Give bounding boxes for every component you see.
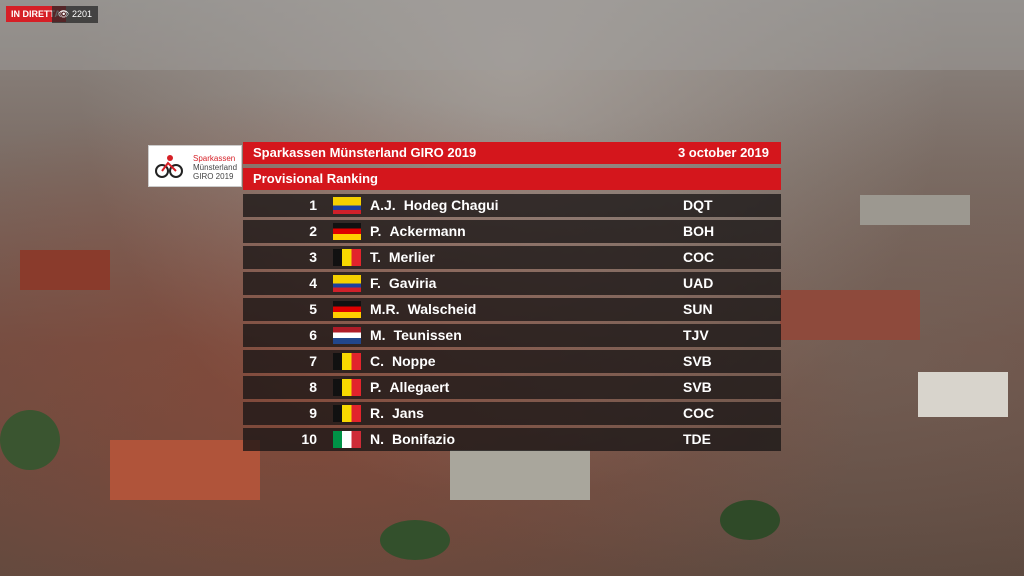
- tree: [380, 520, 450, 560]
- team-code: UAD: [683, 275, 714, 291]
- roof: [20, 250, 110, 290]
- rank: 4: [309, 275, 317, 291]
- logo-icon: [155, 155, 183, 178]
- flag: [333, 405, 361, 422]
- rider-surname: Teunissen: [393, 327, 462, 343]
- team-code: BOH: [683, 223, 715, 239]
- flag: [333, 327, 361, 344]
- live-badge: IN DIRETTA: [6, 6, 66, 22]
- rank: 3: [309, 249, 317, 265]
- rider-name: M.R. Walscheid: [370, 298, 476, 321]
- flag: [333, 431, 361, 448]
- rank: 10: [301, 431, 317, 447]
- rider-name: P. Allegaert: [370, 376, 449, 399]
- view-number: 2201: [71, 9, 92, 19]
- skyline: [0, 0, 1024, 70]
- rider-initials: P.: [370, 379, 382, 395]
- roof: [860, 195, 970, 225]
- race-logo: Sparkassen Münsterland GIRO 2019: [148, 145, 242, 187]
- rider-name: R. Jans: [370, 402, 424, 425]
- tree: [720, 500, 780, 540]
- subtitle-bar: Provisional Ranking: [243, 168, 781, 190]
- team-code: SVB: [683, 379, 712, 395]
- ranking-row: 8 P. Allegaert SVB: [243, 376, 781, 399]
- roof: [918, 372, 1008, 417]
- ranking-title: Provisional Ranking: [253, 171, 378, 186]
- rank: 2: [309, 223, 317, 239]
- team-code: SVB: [683, 353, 712, 369]
- rider-surname: Allegaert: [389, 379, 450, 395]
- rider-surname: Jans: [392, 405, 424, 421]
- flag: [333, 249, 361, 266]
- team-code: COC: [683, 405, 715, 421]
- ranking-row: 7 C. Noppe SVB: [243, 350, 781, 373]
- flag: [333, 197, 361, 214]
- rider-surname: Hodeg Chagui: [403, 197, 499, 213]
- ranking-row: 9 R. Jans COC: [243, 402, 781, 425]
- race-title: Sparkassen Münsterland GIRO 2019: [253, 145, 477, 160]
- rank: 8: [309, 379, 317, 395]
- rider-name: C. Noppe: [370, 350, 436, 373]
- rider-surname: Walscheid: [407, 301, 477, 317]
- rider-initials: R.: [370, 405, 384, 421]
- rider-name: P. Ackermann: [370, 220, 466, 243]
- rider-initials: M.R.: [370, 301, 400, 317]
- flag: [333, 223, 361, 240]
- rider-name: M. Teunissen: [370, 324, 462, 347]
- team-code: TJV: [683, 327, 709, 343]
- rank: 1: [309, 197, 317, 213]
- team-code: SUN: [683, 301, 713, 317]
- rider-surname: Ackermann: [389, 223, 466, 239]
- rider-surname: Gaviria: [388, 275, 437, 291]
- rider-name: F. Gaviria: [370, 272, 436, 295]
- team-code: DQT: [683, 197, 713, 213]
- rider-surname: Noppe: [392, 353, 436, 369]
- roof: [780, 290, 920, 340]
- rank: 5: [309, 301, 317, 317]
- rider-initials: M.: [370, 327, 386, 343]
- rider-name: N. Bonifazio: [370, 428, 455, 451]
- logo-line: Sparkassen: [193, 154, 236, 163]
- rank: 6: [309, 327, 317, 343]
- race-date: 3 october 2019: [677, 145, 769, 160]
- rank: 9: [309, 405, 317, 421]
- view-count: 👁 2201: [52, 6, 98, 23]
- ranking-row: 2 P. Ackermann BOH: [243, 220, 781, 243]
- tree: [0, 410, 60, 470]
- ranking-row: 3 T. Merlier COC: [243, 246, 781, 269]
- rider-name: A.J. Hodeg Chagui: [370, 194, 499, 217]
- flag: [333, 353, 361, 370]
- flag: [333, 301, 361, 318]
- ranking-row: 10 N. Bonifazio TDE: [243, 428, 781, 451]
- rider-initials: N.: [370, 431, 384, 447]
- rider-surname: Bonifazio: [392, 431, 455, 447]
- team-code: COC: [683, 249, 715, 265]
- flag: [333, 275, 361, 292]
- rider-initials: C.: [370, 353, 384, 369]
- rider-initials: P.: [370, 223, 382, 239]
- logo-line: Münsterland: [193, 163, 238, 172]
- header-bar: Sparkassen Münsterland GIRO 2019 3 octob…: [243, 142, 781, 164]
- ranking-row: 1 A.J. Hodeg Chagui DQT: [243, 194, 781, 217]
- roof: [450, 450, 590, 500]
- rider-initials: A.J.: [370, 197, 396, 213]
- rank: 7: [309, 353, 317, 369]
- rider-initials: T.: [370, 249, 381, 265]
- rider-name: T. Merlier: [370, 246, 435, 269]
- ranking-row: 4 F. Gaviria UAD: [243, 272, 781, 295]
- rider-initials: F.: [370, 275, 381, 291]
- ranking-row: 5 M.R. Walscheid SUN: [243, 298, 781, 321]
- team-code: TDE: [683, 431, 711, 447]
- flag: [333, 379, 361, 396]
- logo-line: GIRO 2019: [193, 172, 234, 181]
- roof: [110, 440, 260, 500]
- ranking-row: 6 M. Teunissen TJV: [243, 324, 781, 347]
- rider-surname: Merlier: [388, 249, 435, 265]
